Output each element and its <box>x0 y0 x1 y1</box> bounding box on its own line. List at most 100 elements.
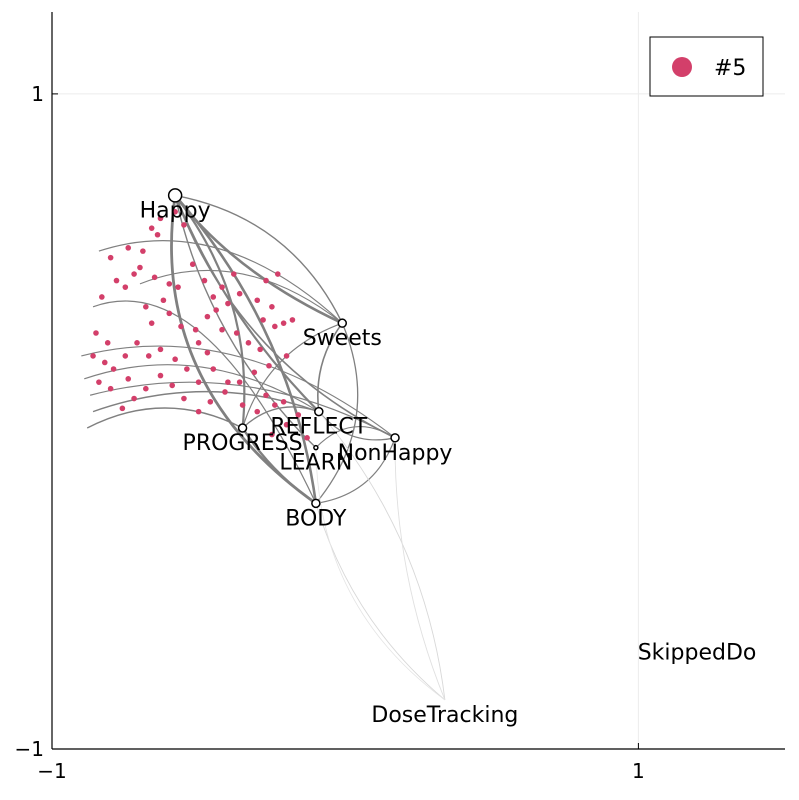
data-point-0-83 <box>125 376 132 382</box>
data-point-0-36 <box>107 385 114 392</box>
edges <box>81 194 446 701</box>
x-tick-label-0: −1 <box>37 759 66 783</box>
legend-marker <box>672 57 692 77</box>
data-point-0-34 <box>131 395 137 402</box>
data-point-0-67 <box>201 277 208 284</box>
loop-edge-0 <box>98 240 343 324</box>
node-label-happy: Happy <box>140 198 211 223</box>
data-point-0-31 <box>169 382 176 389</box>
data-point-0-48 <box>239 402 246 408</box>
data-point-0-32 <box>157 372 164 379</box>
edge-1 <box>175 194 343 324</box>
data-points <box>90 209 310 441</box>
data-point-0-52 <box>280 398 287 405</box>
data-point-0-47 <box>225 379 231 385</box>
edge-16 <box>315 503 446 701</box>
data-point-0-25 <box>251 369 258 376</box>
data-point-0-33 <box>143 385 149 392</box>
loop-edge-2 <box>89 381 396 439</box>
data-point-0-3 <box>137 264 143 271</box>
data-point-0-39 <box>122 353 129 359</box>
data-point-0-26 <box>236 379 243 385</box>
data-point-0-73 <box>263 277 269 284</box>
data-point-0-2 <box>131 271 137 277</box>
data-point-0-27 <box>222 389 228 395</box>
data-point-0-10 <box>166 310 173 317</box>
data-point-0-46 <box>210 366 217 372</box>
data-point-0-42 <box>157 346 164 353</box>
data-point-0-65 <box>181 222 187 228</box>
node-label-learn: LEARN <box>279 451 352 476</box>
data-point-0-80 <box>104 340 111 346</box>
data-point-0-57 <box>99 294 105 300</box>
nodes <box>167 188 400 509</box>
data-point-0-77 <box>195 340 202 346</box>
data-point-0-21 <box>280 320 287 326</box>
loop-edge-7 <box>139 269 343 324</box>
y-tick-label-0: −1 <box>15 737 44 761</box>
node-label-skippeddo: SkippedDo <box>638 641 757 666</box>
data-point-0-63 <box>157 215 164 222</box>
axes <box>51 12 785 750</box>
edge-19 <box>315 447 446 701</box>
data-point-0-17 <box>233 330 240 336</box>
data-point-0-22 <box>289 317 296 323</box>
edge-15 <box>315 437 396 504</box>
y-tick-label-1: 1 <box>31 82 44 106</box>
edge-3 <box>174 194 318 504</box>
data-point-0-66 <box>189 261 196 268</box>
data-point-0-60 <box>140 248 146 254</box>
data-point-0-45 <box>195 379 202 385</box>
data-point-0-40 <box>134 340 140 346</box>
data-point-0-14 <box>213 307 219 313</box>
node-label-reflect: REFLECT <box>270 415 367 440</box>
data-point-0-71 <box>236 290 243 297</box>
data-point-0-81 <box>101 359 108 366</box>
legend-label: #5 <box>714 56 746 81</box>
data-point-0-12 <box>192 326 199 333</box>
edge-17 <box>318 411 446 700</box>
node-sweets <box>337 318 348 328</box>
edge-18 <box>394 437 446 701</box>
data-point-0-18 <box>245 340 252 346</box>
edge-10 <box>242 322 343 429</box>
data-point-0-20 <box>272 323 278 330</box>
data-point-0-49 <box>254 408 261 415</box>
node-learn <box>313 444 319 451</box>
data-point-0-35 <box>119 405 126 412</box>
data-point-0-72 <box>254 297 261 304</box>
edge-7 <box>174 195 317 449</box>
data-point-0-7 <box>160 297 167 304</box>
data-point-0-1 <box>125 245 132 251</box>
data-point-0-43 <box>172 356 178 363</box>
edge-9 <box>315 322 359 504</box>
node-label-body: BODY <box>285 506 347 531</box>
node-label-progress: PROGRESS <box>183 431 303 456</box>
data-point-0-19 <box>257 346 263 353</box>
data-point-0-13 <box>204 313 211 320</box>
data-point-0-11 <box>178 323 184 330</box>
loop-edge-5 <box>81 345 396 439</box>
data-point-0-5 <box>166 281 173 287</box>
data-point-0-79 <box>93 330 99 336</box>
node-happy <box>167 188 183 203</box>
loop-edge-4 <box>86 407 243 429</box>
data-point-0-56 <box>269 431 275 438</box>
data-point-0-62 <box>154 231 161 238</box>
data-point-0-37 <box>96 379 102 385</box>
data-point-0-74 <box>269 304 275 310</box>
data-point-0-69 <box>219 284 225 290</box>
loop-edge-3 <box>92 390 320 413</box>
data-point-0-68 <box>210 294 217 300</box>
data-point-0-59 <box>122 284 129 290</box>
data-point-0-15 <box>225 300 231 307</box>
edge-5 <box>174 195 396 439</box>
legend: #5 <box>649 36 764 97</box>
node-nonhappy <box>390 433 400 443</box>
edge-13 <box>241 427 317 505</box>
data-point-0-75 <box>274 271 281 277</box>
data-point-0-38 <box>110 366 117 372</box>
data-point-0-6 <box>175 284 181 290</box>
